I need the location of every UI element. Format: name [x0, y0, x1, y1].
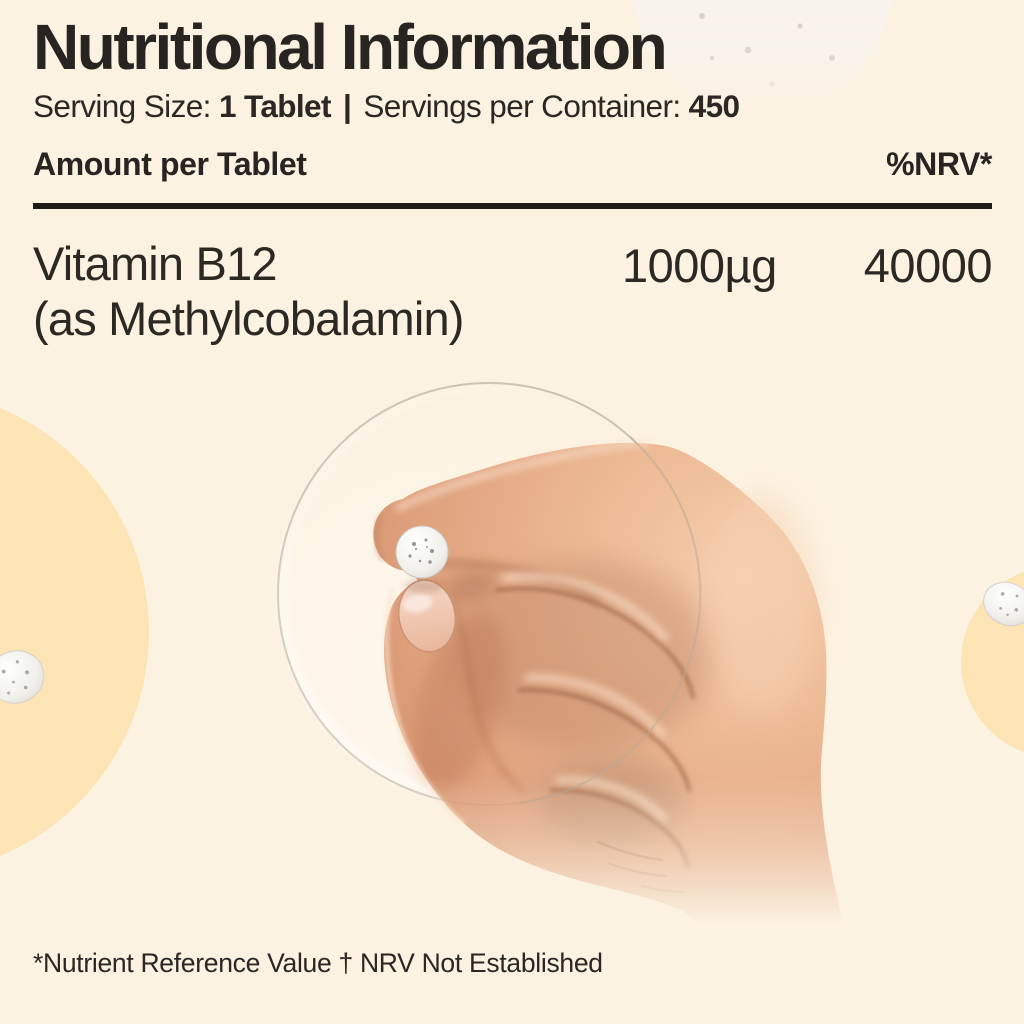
nutrient-name-line: Vitamin B12	[33, 237, 278, 290]
amount-column-header: Amount per Tablet	[33, 146, 307, 182]
servings-per-container-value: 450	[688, 88, 740, 124]
nrv-column-header: %NRV*	[886, 146, 992, 182]
nutrient-form-line: (as Methylcobalamin)	[33, 292, 464, 346]
serving-size-value: 1 Tablet	[218, 88, 332, 124]
nutrient-name: Vitamin B12 (as Methylcobalamin)	[33, 236, 464, 347]
table-rule	[33, 203, 992, 209]
table-column-headers: Amount per Tablet %NRV*	[33, 146, 992, 183]
servings-per-container-label: Servings per Container:	[363, 88, 681, 124]
page-title: Nutritional Information	[33, 11, 668, 83]
footnote: *Nutrient Reference Value † NRV Not Esta…	[33, 948, 603, 978]
divider: |	[343, 88, 352, 124]
serving-size-label: Serving Size:	[33, 88, 211, 124]
serving-size-line: Serving Size: 1 Tablet | Servings per Co…	[33, 88, 740, 125]
nutrient-amount: 1000µg	[622, 239, 777, 292]
nutrient-nrv-value: 40000	[863, 239, 993, 292]
